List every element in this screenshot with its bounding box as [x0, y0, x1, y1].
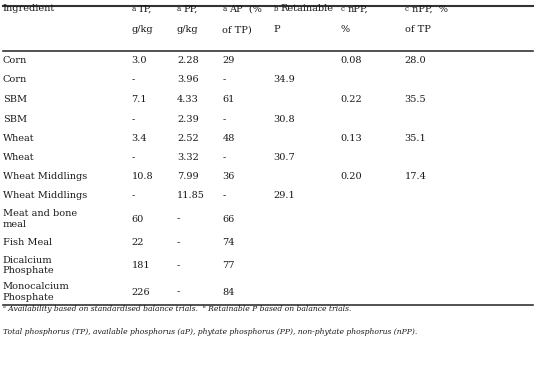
Text: P: P	[273, 25, 280, 34]
Text: 30.7: 30.7	[273, 153, 295, 162]
Text: b: b	[273, 5, 278, 13]
Text: Wheat: Wheat	[3, 134, 34, 143]
Text: Total phosphorus (TP), available phosphorus (aP), phytate phosphorus (PP), non-p: Total phosphorus (TP), available phospho…	[3, 328, 417, 336]
Text: -: -	[131, 153, 135, 162]
Text: Ingredient: Ingredient	[3, 4, 55, 13]
Text: Dicalcium
Phosphate: Dicalcium Phosphate	[3, 256, 54, 275]
Text: 0.13: 0.13	[340, 134, 362, 143]
Text: PP,: PP,	[184, 4, 198, 13]
Text: 60: 60	[131, 215, 144, 223]
Text: 29.1: 29.1	[273, 191, 295, 200]
Text: Meat and bone
meal: Meat and bone meal	[3, 209, 77, 229]
Text: -: -	[222, 153, 226, 162]
Text: 0.08: 0.08	[340, 56, 362, 65]
Text: 17.4: 17.4	[405, 172, 427, 181]
Text: 34.9: 34.9	[273, 75, 295, 84]
Text: c: c	[405, 5, 408, 13]
Text: Wheat: Wheat	[3, 153, 34, 162]
Text: Monocalcium
Phosphate: Monocalcium Phosphate	[3, 282, 70, 302]
Text: nPP,  %: nPP, %	[412, 4, 448, 13]
Text: 35.5: 35.5	[405, 95, 426, 104]
Text: Wheat Middlings: Wheat Middlings	[3, 172, 87, 181]
Text: nPP,: nPP,	[347, 4, 368, 13]
Text: SBM: SBM	[3, 95, 27, 104]
Text: g/kg: g/kg	[131, 25, 153, 34]
Text: 35.1: 35.1	[405, 134, 427, 143]
Text: SBM: SBM	[3, 115, 27, 124]
Text: 7.99: 7.99	[177, 172, 198, 181]
Text: -: -	[222, 115, 226, 124]
Text: -: -	[222, 75, 226, 84]
Text: 4.33: 4.33	[177, 95, 199, 104]
Text: -: -	[131, 75, 135, 84]
Text: Fish Meal: Fish Meal	[3, 238, 52, 247]
Text: Retainable: Retainable	[280, 4, 333, 13]
Text: c: c	[340, 5, 344, 13]
Text: 3.4: 3.4	[131, 134, 147, 143]
Text: -: -	[131, 115, 135, 124]
Text: 61: 61	[222, 95, 235, 104]
Text: Corn: Corn	[3, 56, 27, 65]
Text: 2.39: 2.39	[177, 115, 199, 124]
Text: Wheat Middlings: Wheat Middlings	[3, 191, 87, 200]
Text: 84: 84	[222, 288, 235, 297]
Text: of TP): of TP)	[222, 25, 252, 34]
Text: -: -	[177, 288, 180, 297]
Text: TP,: TP,	[138, 4, 153, 13]
Text: 29: 29	[222, 56, 235, 65]
Text: 181: 181	[131, 261, 150, 270]
Text: 11.85: 11.85	[177, 191, 205, 200]
Text: a: a	[131, 5, 136, 13]
Text: 48: 48	[222, 134, 235, 143]
Text: 0.22: 0.22	[340, 95, 362, 104]
Text: a: a	[177, 5, 181, 13]
Text: g/kg: g/kg	[177, 25, 198, 34]
Text: 10.8: 10.8	[131, 172, 153, 181]
Text: 77: 77	[222, 261, 235, 270]
Text: 2.52: 2.52	[177, 134, 199, 143]
Text: 3.96: 3.96	[177, 75, 198, 84]
Text: 28.0: 28.0	[405, 56, 426, 65]
Text: -: -	[177, 215, 180, 223]
Text: -: -	[131, 191, 135, 200]
Text: 3.32: 3.32	[177, 153, 199, 162]
Text: AP  (%: AP (%	[229, 4, 262, 13]
Text: 30.8: 30.8	[273, 115, 295, 124]
Text: 22: 22	[131, 238, 144, 247]
Text: 3.0: 3.0	[131, 56, 147, 65]
Text: a: a	[222, 5, 227, 13]
Text: 2.28: 2.28	[177, 56, 199, 65]
Text: of TP: of TP	[405, 25, 430, 34]
Text: %: %	[340, 25, 349, 34]
Text: 226: 226	[131, 288, 150, 297]
Text: -: -	[177, 261, 180, 270]
Text: 74: 74	[222, 238, 235, 247]
Text: 36: 36	[222, 172, 235, 181]
Text: 66: 66	[222, 215, 235, 223]
Text: -: -	[222, 191, 226, 200]
Text: 7.1: 7.1	[131, 95, 147, 104]
Text: 0.20: 0.20	[340, 172, 362, 181]
Text: -: -	[177, 238, 180, 247]
Text: Corn: Corn	[3, 75, 27, 84]
Text: ᵃ Availability based on standardised balance trials.  ᵇ Retainable P based on ba: ᵃ Availability based on standardised bal…	[3, 305, 351, 313]
